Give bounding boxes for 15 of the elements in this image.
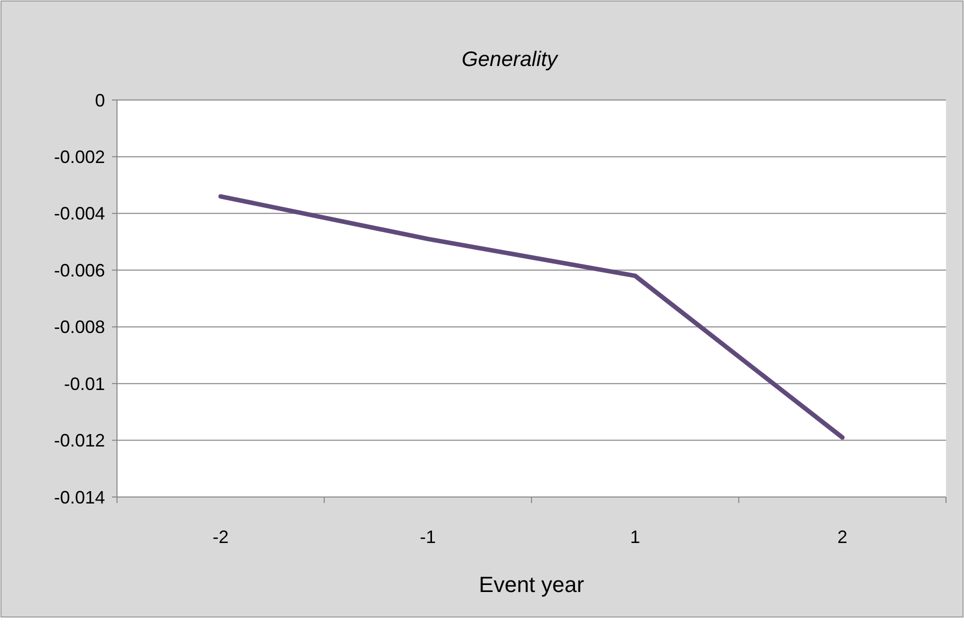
y-tick-label: -0.002	[54, 147, 105, 168]
y-tick-label: -0.004	[54, 204, 105, 224]
line-series	[218, 194, 845, 440]
chart-title: Generality	[462, 48, 559, 71]
y-tick-label: -0.014	[54, 487, 105, 508]
x-tick-label: -1	[420, 527, 436, 547]
x-axis-title: Event year	[478, 572, 584, 597]
y-tick-label: 0	[94, 90, 105, 110]
y-tick-label: -0.008	[54, 317, 105, 338]
x-tick-label: -2	[212, 527, 229, 547]
y-tick-label: -0.01	[64, 374, 105, 394]
y-tick-label: -0.006	[54, 260, 105, 280]
x-tick-label: 1	[630, 527, 640, 547]
x-tick-label: 2	[837, 527, 848, 547]
y-tick-label: -0.012	[54, 430, 105, 451]
